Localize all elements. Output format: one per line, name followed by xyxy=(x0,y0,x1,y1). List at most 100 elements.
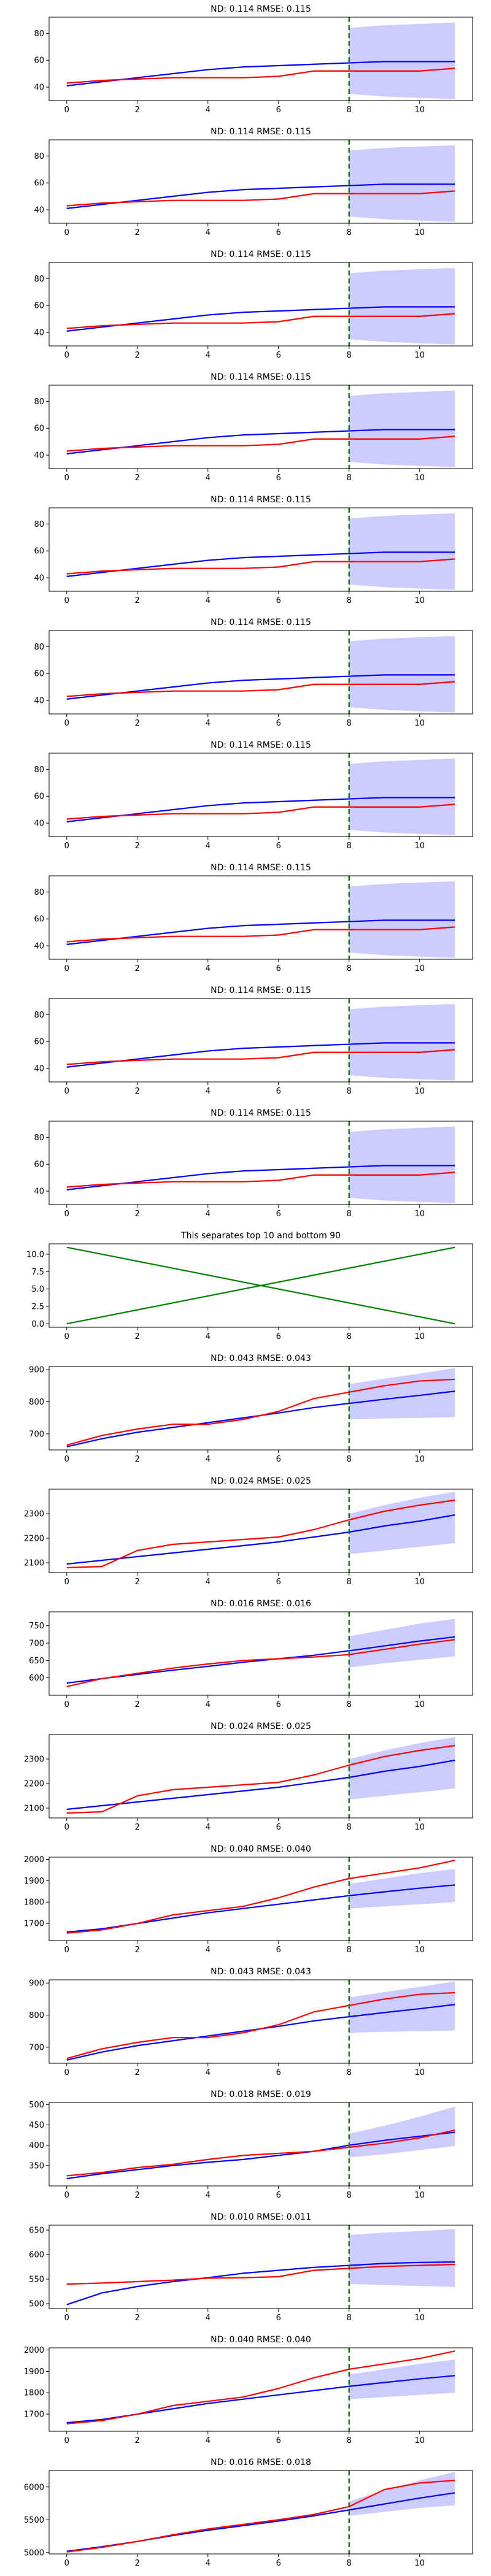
x-tick-label: 10 xyxy=(414,1823,425,1832)
plot-frame xyxy=(48,139,473,224)
chart-title: ND: 0.024 RMSE: 0.025 xyxy=(211,1722,311,1731)
x-tick-label: 2 xyxy=(135,2191,140,2200)
x-tick-label: 4 xyxy=(206,1700,211,1709)
y-tick-label: 40 xyxy=(34,574,44,583)
prediction-line xyxy=(66,1042,455,1068)
y-tick-label: 60 xyxy=(34,302,44,311)
x-tick-label: 2 xyxy=(135,596,140,605)
y-tick-label: 7.5 xyxy=(31,1268,44,1277)
x-tick-label: 0 xyxy=(64,2191,69,2200)
y-tick-label: 2.5 xyxy=(31,1303,44,1312)
chart-svg: ND: 0.016 RMSE: 0.018 0 2 4 6 8 10 5000 5500 6000 xyxy=(24,2458,473,2568)
y-tick-label: 80 xyxy=(34,152,44,161)
chart-title: ND: 0.016 RMSE: 0.016 xyxy=(211,1599,311,1609)
chart-panel: ND: 0.016 RMSE: 0.016 0 2 4 6 8 10 600 650 700 750 xyxy=(0,1595,491,1717)
actual-line xyxy=(66,1639,455,1687)
x-tick-label: 6 xyxy=(276,1577,281,1587)
plot-frame xyxy=(48,1611,473,1696)
x-tick-label: 6 xyxy=(276,1945,281,1955)
plot-frame xyxy=(48,753,473,837)
x-tick-label: 2 xyxy=(135,228,140,237)
chart-panel: ND: 0.114 RMSE: 0.115 0 2 4 6 8 10 40 60 80 xyxy=(0,981,491,1104)
chart-panel: ND: 0.114 RMSE: 0.115 0 2 4 6 8 10 40 60 80 xyxy=(0,245,491,368)
x-tick-label: 6 xyxy=(276,1823,281,1832)
chart-title: ND: 0.114 RMSE: 0.115 xyxy=(211,127,311,137)
chart-panel: ND: 0.114 RMSE: 0.115 0 2 4 6 8 10 40 60 80 xyxy=(0,1104,491,1227)
y-tick-label: 6000 xyxy=(24,2483,44,2492)
y-tick-label: 550 xyxy=(29,2275,44,2285)
plot-frame xyxy=(48,1734,473,1819)
series-line xyxy=(66,1246,455,1325)
actual-line xyxy=(66,2129,455,2177)
x-tick-label: 0 xyxy=(64,964,69,973)
y-tick-label: 80 xyxy=(34,1011,44,1020)
x-tick-label: 2 xyxy=(135,1945,140,1955)
y-tick-label: 80 xyxy=(34,29,44,39)
x-tick-label: 4 xyxy=(206,2191,211,2200)
y-tick-label: 800 xyxy=(29,1398,44,1407)
x-tick-label: 2 xyxy=(135,1455,140,1464)
y-tick-label: 0.0 xyxy=(31,1320,44,1329)
y-tick-label: 700 xyxy=(29,1430,44,1439)
actual-line xyxy=(66,2263,455,2285)
chart-title: ND: 0.114 RMSE: 0.115 xyxy=(211,986,311,995)
x-tick-label: 10 xyxy=(414,105,425,115)
actual-line xyxy=(66,313,455,329)
x-tick-label: 6 xyxy=(276,2436,281,2445)
y-tick-label: 2200 xyxy=(24,1535,44,1544)
x-tick-label: 6 xyxy=(276,228,281,237)
chart-svg: ND: 0.114 RMSE: 0.115 0 2 4 6 8 10 40 60 80 xyxy=(34,863,473,973)
x-tick-label: 6 xyxy=(276,2313,281,2323)
plot-frame xyxy=(48,998,473,1083)
y-tick-label: 500 xyxy=(29,2101,44,2110)
x-tick-label: 4 xyxy=(206,1577,211,1587)
y-tick-label: 80 xyxy=(34,1133,44,1143)
y-tick-label: 700 xyxy=(29,1639,44,1649)
x-tick-label: 8 xyxy=(347,1209,352,1219)
x-tick-label: 0 xyxy=(64,351,69,360)
x-tick-label: 4 xyxy=(206,2436,211,2445)
x-tick-label: 6 xyxy=(276,841,281,851)
y-tick-label: 650 xyxy=(29,2226,44,2236)
y-tick-label: 5.0 xyxy=(31,1285,44,1294)
x-tick-label: 8 xyxy=(347,105,352,115)
x-tick-label: 8 xyxy=(347,2313,352,2323)
y-tick-label: 80 xyxy=(34,888,44,897)
chart-panel: ND: 0.114 RMSE: 0.115 0 2 4 6 8 10 40 60 80 xyxy=(0,859,491,981)
chart-panel: ND: 0.043 RMSE: 0.043 0 2 4 6 8 10 700 800 900 xyxy=(0,1349,491,1472)
y-tick-label: 1700 xyxy=(24,1920,44,1929)
x-tick-label: 6 xyxy=(276,964,281,973)
chart-svg: ND: 0.114 RMSE: 0.115 0 2 4 6 8 10 40 60 80 xyxy=(34,372,473,483)
chart-panel: ND: 0.114 RMSE: 0.115 0 2 4 6 8 10 40 60 80 xyxy=(0,0,491,123)
chart-title: ND: 0.114 RMSE: 0.115 xyxy=(211,740,311,750)
chart-svg: ND: 0.114 RMSE: 0.115 0 2 4 6 8 10 40 60 80 xyxy=(34,740,473,851)
y-tick-label: 60 xyxy=(34,424,44,434)
x-tick-label: 8 xyxy=(347,1087,352,1096)
y-tick-label: 40 xyxy=(34,942,44,951)
x-tick-label: 6 xyxy=(276,2191,281,2200)
y-tick-label: 2200 xyxy=(24,1780,44,1789)
y-tick-label: 60 xyxy=(34,915,44,924)
chart-title: ND: 0.024 RMSE: 0.025 xyxy=(211,1476,311,1486)
x-tick-label: 2 xyxy=(135,841,140,851)
y-tick-label: 60 xyxy=(34,1038,44,1047)
chart-title: ND: 0.114 RMSE: 0.115 xyxy=(211,495,311,505)
y-tick-label: 60 xyxy=(34,792,44,802)
chart-title: ND: 0.114 RMSE: 0.115 xyxy=(211,4,311,14)
prediction-line xyxy=(66,1165,455,1190)
chart-title: ND: 0.040 RMSE: 0.040 xyxy=(211,1844,311,1854)
x-tick-label: 10 xyxy=(414,1700,425,1709)
x-tick-label: 10 xyxy=(414,2559,425,2568)
chart-title: This separates top 10 and bottom 90 xyxy=(180,1231,341,1241)
x-tick-label: 10 xyxy=(414,1945,425,1955)
x-tick-label: 2 xyxy=(135,964,140,973)
y-tick-label: 800 xyxy=(29,2011,44,2020)
y-tick-label: 2300 xyxy=(24,1755,44,1765)
x-tick-label: 10 xyxy=(414,1209,425,1219)
chart-panel: ND: 0.114 RMSE: 0.115 0 2 4 6 8 10 40 60 80 xyxy=(0,368,491,491)
chart-title: ND: 0.040 RMSE: 0.040 xyxy=(211,2335,311,2345)
y-tick-label: 2000 xyxy=(24,1855,44,1865)
plot-frame xyxy=(48,1979,473,2064)
chart-panel: ND: 0.010 RMSE: 0.011 0 2 4 6 8 10 500 550 600 650 xyxy=(0,2208,491,2331)
